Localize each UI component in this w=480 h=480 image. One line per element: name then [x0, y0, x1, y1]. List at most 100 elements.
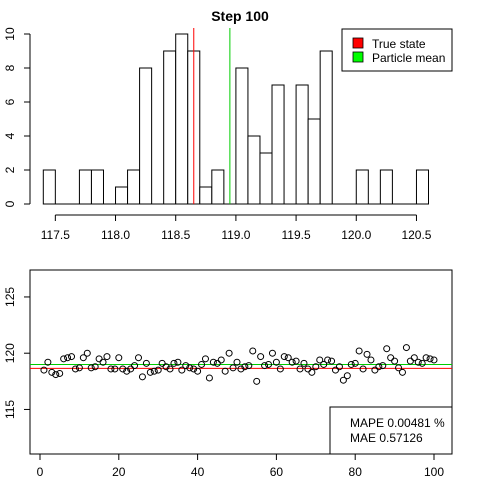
- legend-label-true-state: True state: [372, 37, 426, 51]
- x-tick-label: 20: [112, 465, 126, 479]
- scatter-point: [190, 365, 198, 373]
- x-tick-label: 117.5: [41, 228, 70, 242]
- histogram-reference-lines: [193, 28, 231, 204]
- histogram-bar: [379, 169, 393, 205]
- scatter-point: [221, 367, 229, 375]
- scatter-point: [371, 366, 379, 374]
- scatter-point: [391, 357, 399, 365]
- scatter-point: [241, 363, 249, 371]
- x-tick-label: 119.5: [282, 228, 311, 242]
- histogram-bar: [211, 169, 225, 205]
- histogram-bar: [42, 169, 56, 205]
- scatter-point: [150, 367, 158, 375]
- x-tick-label: 100: [424, 465, 444, 479]
- scatter-point: [395, 364, 403, 372]
- scatter-point: [375, 363, 383, 371]
- scatter-point: [91, 363, 99, 371]
- scatter-point: [64, 354, 72, 362]
- scatter-point: [355, 347, 363, 355]
- scatter-point: [83, 349, 91, 357]
- histogram-panel: Step 100 117.5 118.0 118.5 119.0 119.5 120.0 1…: [3, 8, 453, 242]
- scatter-panel: 0 20 40 60 80 100 115 120 125 MAPE 0.00481 % MA…: [3, 269, 453, 479]
- scatter-point: [284, 354, 292, 362]
- scatter-y-axis: 115 120 125: [3, 287, 30, 419]
- scatter-stats-box: MAPE 0.00481 % MAE 0.57126: [329, 406, 453, 455]
- scatter-point: [272, 358, 280, 366]
- scatter-point: [119, 365, 127, 373]
- x-tick-label: 120.0: [341, 228, 371, 242]
- histogram-bar: [139, 67, 153, 205]
- scatter-point: [398, 368, 406, 376]
- x-tick-label: 120.5: [401, 228, 431, 242]
- scatter-point: [146, 368, 154, 376]
- scatter-point: [265, 360, 273, 368]
- scatter-point: [292, 357, 300, 365]
- scatter-point: [233, 358, 241, 366]
- scatter-point: [48, 368, 56, 376]
- y-tick-label: 115: [3, 400, 17, 419]
- stats-box: [329, 406, 453, 455]
- scatter-point: [426, 355, 434, 363]
- histogram-bars: [42, 33, 429, 205]
- histogram-bar: [235, 67, 249, 205]
- x-tick-label: 118.5: [161, 228, 190, 242]
- scatter-points: [40, 344, 438, 385]
- scatter-point: [107, 365, 115, 373]
- scatter-point: [170, 359, 178, 367]
- scatter-point: [379, 362, 387, 370]
- scatter-point: [217, 356, 225, 364]
- scatter-point: [154, 366, 162, 374]
- scatter-point: [158, 359, 166, 367]
- scatter-point: [430, 356, 438, 364]
- x-tick-label: 0: [37, 465, 44, 479]
- scatter-point: [174, 358, 182, 366]
- histogram-bar: [415, 169, 429, 205]
- y-tick-label: 8: [3, 64, 17, 71]
- legend-box: [341, 28, 453, 72]
- y-tick-label: 4: [3, 132, 17, 139]
- scatter-point: [422, 354, 430, 362]
- scatter-point: [402, 344, 410, 352]
- histogram-bar: [199, 186, 213, 205]
- scatter-point: [257, 353, 265, 361]
- scatter-point: [79, 354, 87, 362]
- scatter-point: [138, 373, 146, 381]
- legend-swatch-particle-mean: [352, 51, 364, 63]
- scatter-point: [166, 365, 174, 373]
- scatter-point: [194, 367, 202, 375]
- scatter-point: [186, 364, 194, 372]
- scatter-point: [103, 353, 111, 361]
- y-tick-label: 2: [3, 166, 17, 173]
- scatter-point: [123, 367, 131, 375]
- mae-text: MAE 0.57126: [350, 431, 423, 445]
- x-tick-label: 119.0: [221, 228, 250, 242]
- scatter-point: [87, 364, 95, 372]
- histogram-legend: True state Particle mean: [341, 28, 453, 72]
- scatter-point: [127, 365, 135, 373]
- scatter-point: [367, 356, 375, 364]
- scatter-point: [60, 355, 68, 363]
- scatter-point: [261, 362, 269, 370]
- histogram-bar: [271, 84, 285, 205]
- scatter-point: [198, 360, 206, 368]
- histogram-bar: [78, 169, 92, 205]
- scatter-point: [201, 355, 209, 363]
- scatter-point: [75, 364, 83, 372]
- scatter-point: [288, 358, 296, 366]
- scatter-point: [418, 359, 426, 367]
- scatter-point: [276, 365, 284, 373]
- scatter-point: [359, 365, 367, 373]
- scatter-point: [99, 358, 107, 366]
- scatter-point: [245, 362, 253, 370]
- scatter-point: [40, 366, 48, 374]
- scatter-point: [410, 354, 418, 362]
- legend-label-particle-mean: Particle mean: [372, 51, 445, 65]
- scatter-point: [347, 360, 355, 368]
- x-tick-label: 60: [270, 465, 284, 479]
- scatter-point: [115, 354, 123, 362]
- scatter-point: [52, 371, 60, 379]
- scatter-point: [213, 359, 221, 367]
- scatter-point: [304, 365, 312, 373]
- histogram-bar: [259, 152, 273, 205]
